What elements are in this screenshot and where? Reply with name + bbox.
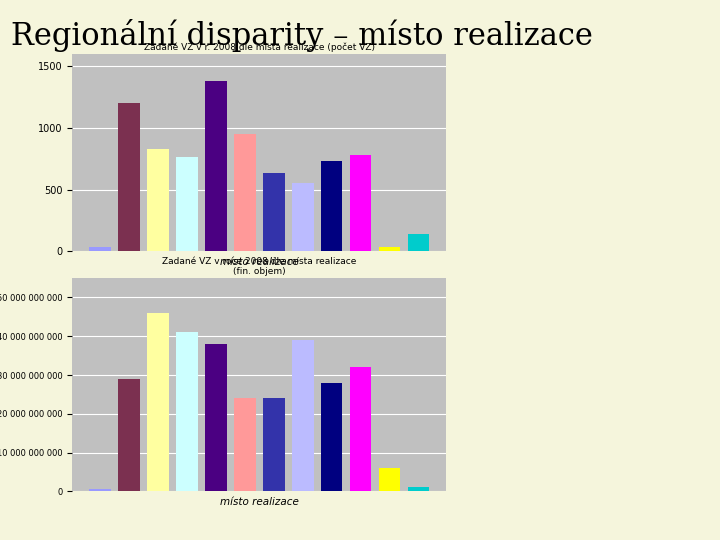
Bar — [89, 489, 111, 491]
Title: Zadané VZ v r. 2008 dle místa realizace (počet VZ): Zadané VZ v r. 2008 dle místa realizace … — [144, 42, 374, 52]
Bar — [379, 468, 400, 491]
Bar — [292, 184, 313, 251]
Bar — [205, 344, 227, 491]
Bar — [147, 313, 168, 491]
Bar — [263, 399, 284, 491]
Title: Zadané VZ v roce 2008 dle místa realizace
(fin. objem): Zadané VZ v roce 2008 dle místa realizac… — [162, 256, 356, 276]
Text: Regionální disparity – místo realizace: Regionální disparity – místo realizace — [12, 19, 593, 52]
Bar — [408, 234, 429, 251]
X-axis label: místo realizace: místo realizace — [220, 256, 299, 267]
Bar — [176, 158, 198, 251]
Bar — [89, 247, 111, 251]
Bar — [408, 487, 429, 491]
Bar — [176, 333, 198, 491]
Legend: Extra-Regio, Jihovýchoc, Jihozápad, Moravskoslezsko, Praha, Savarovýchod, Severo: Extra-Regio, Jihovýchoc, Jihozápad, Mora… — [457, 54, 571, 184]
Legend: Extra-Regio, Jihovýchod, Jihozápad, Moravskoslezsko, Praha, Severovýchod, Severo: Extra-Regio, Jihovýchod, Jihozápad, Mora… — [457, 278, 574, 398]
Bar — [320, 383, 343, 491]
Bar — [320, 161, 343, 251]
Bar — [292, 340, 313, 491]
Bar — [205, 81, 227, 251]
Bar — [379, 247, 400, 251]
Bar — [234, 134, 256, 251]
Bar — [147, 149, 168, 251]
X-axis label: místo realizace: místo realizace — [220, 497, 299, 507]
Bar — [350, 367, 372, 491]
Bar — [118, 379, 140, 491]
Bar — [234, 399, 256, 491]
Bar — [263, 173, 284, 251]
Bar — [350, 155, 372, 251]
Bar — [118, 103, 140, 251]
